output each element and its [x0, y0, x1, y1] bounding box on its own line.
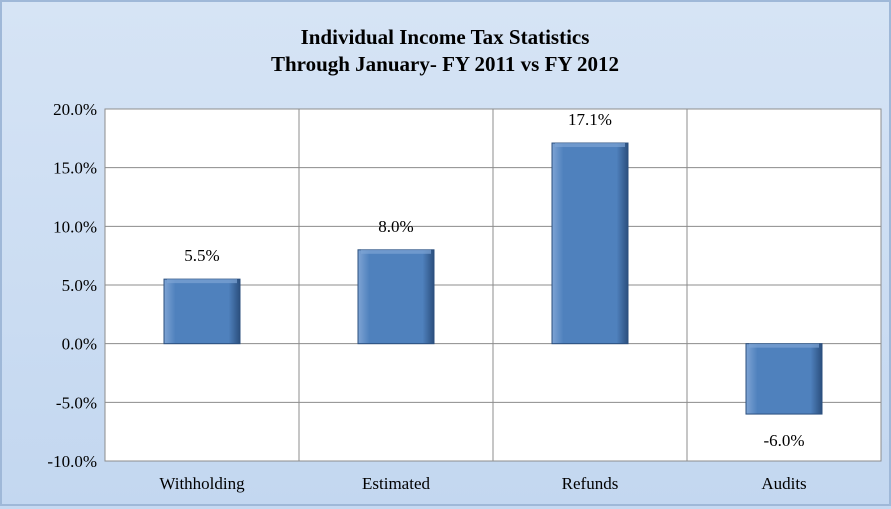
data-label: 8.0%	[378, 217, 413, 236]
bar-highlight	[167, 279, 237, 284]
bar-highlight	[555, 143, 625, 148]
y-tick-label: 0.0%	[62, 335, 97, 354]
plot-area: 20.0% 15.0% 10.0% 5.0% 0.0% -5.0% -10.0% 5.5% Wi…	[47, 100, 882, 493]
bar-withholding	[163, 278, 241, 345]
bar-highlight	[749, 343, 819, 348]
bar-audits	[745, 343, 823, 415]
bar-highlight	[361, 249, 431, 254]
data-label: 17.1%	[568, 110, 612, 129]
y-tick-label: 5.0%	[62, 276, 97, 295]
x-tick-label: Refunds	[562, 474, 619, 493]
x-tick-label: Estimated	[362, 474, 430, 493]
y-tick-label: -5.0%	[56, 393, 97, 412]
bar-refunds	[551, 142, 629, 345]
y-tick-label: 10.0%	[53, 217, 97, 236]
data-label: 5.5%	[184, 246, 219, 265]
chart-title-line-2: Through January- FY 2011 vs FY 2012	[271, 52, 619, 76]
y-tick-label: -10.0%	[47, 452, 97, 471]
chart-title-line-1: Individual Income Tax Statistics	[301, 25, 590, 49]
data-label: -6.0%	[763, 431, 804, 450]
y-tick-label: 20.0%	[53, 100, 97, 119]
y-tick-label: 15.0%	[53, 159, 97, 178]
x-tick-label: Audits	[761, 474, 806, 493]
bar-estimated	[357, 249, 435, 345]
x-tick-label: Withholding	[159, 474, 245, 493]
